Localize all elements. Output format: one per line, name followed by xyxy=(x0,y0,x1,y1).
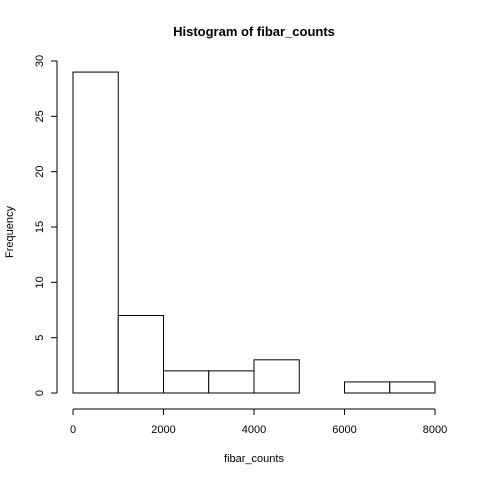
y-axis-label: Frequency xyxy=(4,206,16,258)
histogram-bar-2 xyxy=(163,370,210,394)
histogram-bar-1 xyxy=(117,315,164,394)
x-tick-label-3: 6000 xyxy=(332,424,356,436)
chart-title: Histogram of fibar_counts xyxy=(173,24,335,39)
y-tick-label-4: 20 xyxy=(34,166,46,178)
x-axis-label: fibar_counts xyxy=(224,453,284,465)
x-tick-label-0: 0 xyxy=(70,424,76,436)
histogram-bar-4 xyxy=(253,359,300,394)
y-tick-label-3: 15 xyxy=(34,221,46,233)
y-tick-label-0: 0 xyxy=(34,390,46,396)
histogram-bar-3 xyxy=(208,370,255,394)
x-axis: 0 2000 4000 6000 8000 xyxy=(70,408,447,436)
histogram-bar-6 xyxy=(344,381,391,394)
y-tick-label-6: 30 xyxy=(34,55,46,67)
histogram-bar-0 xyxy=(72,71,119,394)
y-tick-label-1: 5 xyxy=(34,335,46,341)
y-axis: 0 5 10 15 20 25 30 xyxy=(34,55,58,396)
x-tick-label-1: 2000 xyxy=(151,424,175,436)
histogram-bars xyxy=(72,71,436,394)
x-tick-label-4: 8000 xyxy=(423,424,447,436)
y-tick-label-2: 10 xyxy=(34,276,46,288)
y-tick-label-5: 25 xyxy=(34,110,46,122)
histogram-bar-7 xyxy=(389,381,436,394)
x-tick-label-2: 4000 xyxy=(242,424,266,436)
